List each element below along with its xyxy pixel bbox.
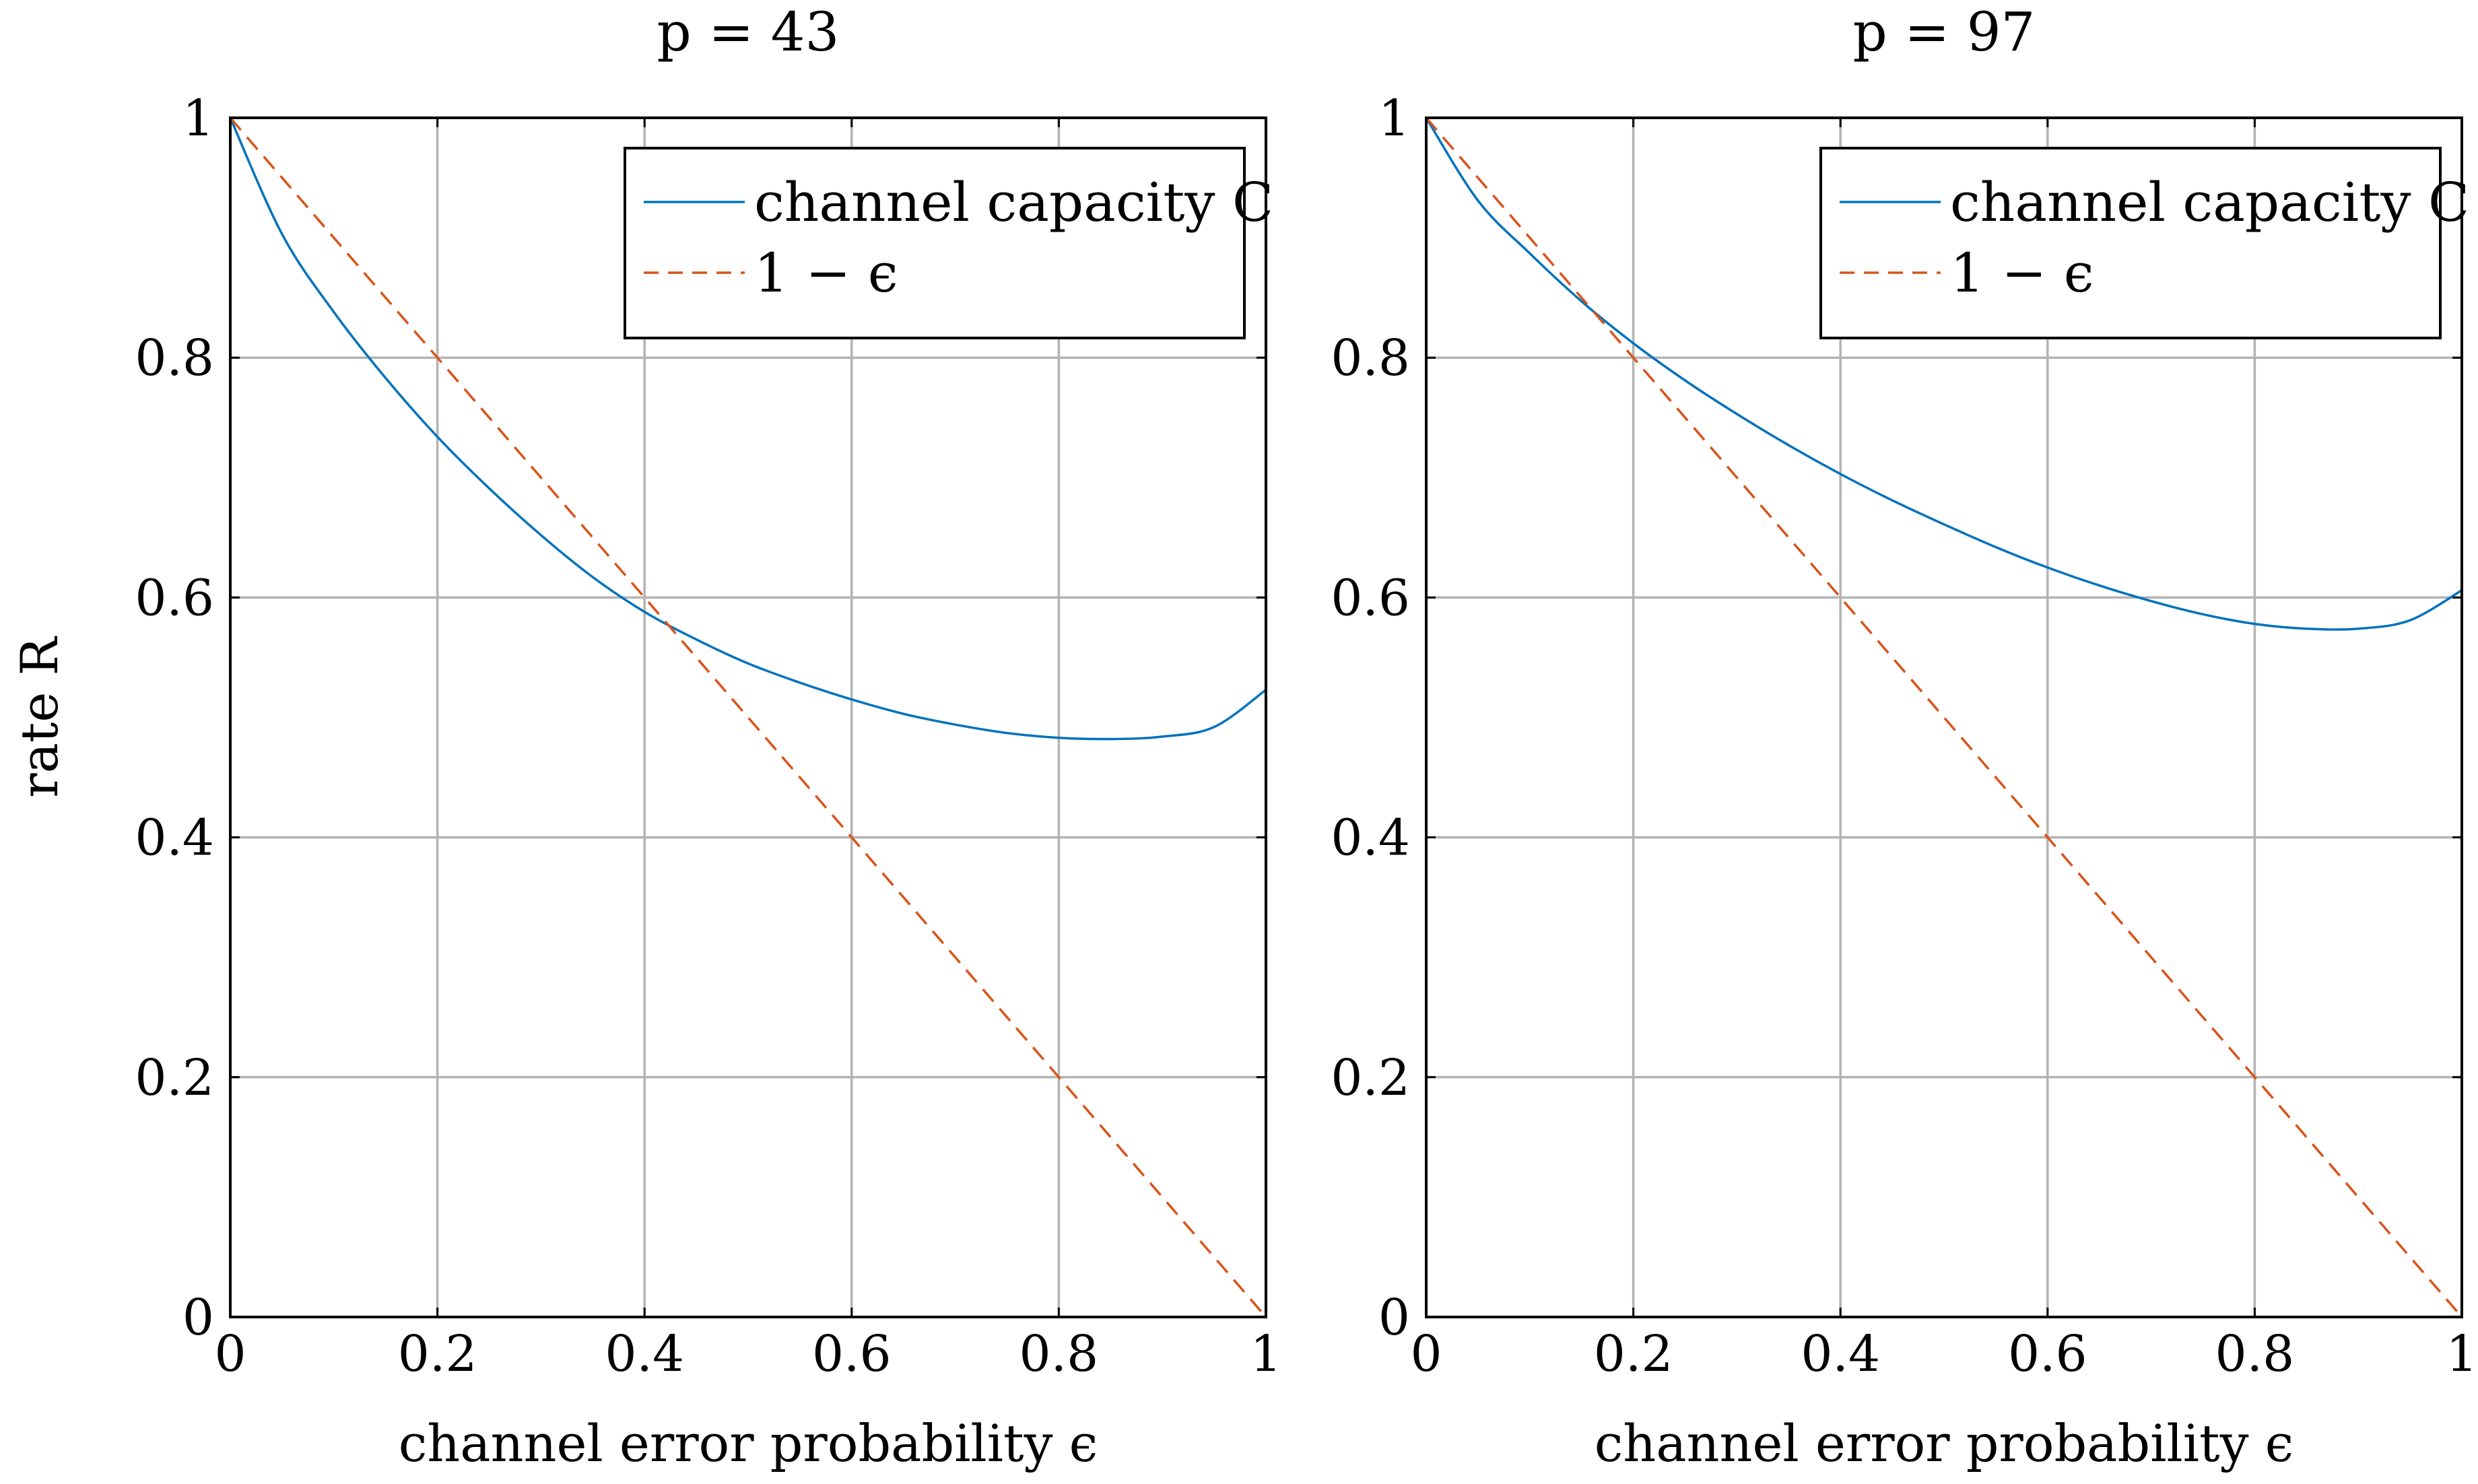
chart-panel-2: 0 0.2 0.4 0.6 0.8 1 0 0.2 0.4 0.6 0.8 1 p = 97 channe… — [1331, 1, 2477, 1473]
legend-label: 1 − ϵ — [1950, 242, 2094, 304]
x-tick-label: 0.6 — [812, 1325, 892, 1383]
plot-frame — [1425, 116, 2463, 1318]
y-tick-label: 0 — [182, 1289, 214, 1347]
x-axis-label: channel error probability ϵ — [1595, 1413, 2294, 1473]
x-axis-label: channel error probability ϵ — [399, 1413, 1098, 1473]
y-tick-label: 0.8 — [135, 329, 214, 387]
y-tick-label: 0.4 — [1331, 809, 1410, 867]
x-tick-label: 0 — [214, 1325, 246, 1383]
series-group — [230, 118, 1266, 1317]
legend-label: channel capacity C — [1950, 171, 2469, 234]
y-tick-label: 0 — [1378, 1289, 1410, 1347]
x-tick-label: 1 — [2446, 1325, 2477, 1383]
x-tick-label: 0.4 — [605, 1325, 684, 1383]
legend-box — [624, 147, 1246, 339]
legend-box — [1819, 147, 2442, 339]
y-axis-label: rate R — [9, 635, 69, 797]
chart-panel-1: 0 0.2 0.4 0.6 0.8 1 0 0.2 0.4 0.6 0.8 1 p = 43 channe… — [9, 1, 1282, 1473]
x-tick-label: 0.2 — [1594, 1325, 1673, 1383]
series-line-one-minus-epsilon — [1426, 118, 2462, 1317]
y-tick-label: 0.2 — [1331, 1049, 1410, 1107]
y-tick-label: 0.8 — [1331, 329, 1410, 387]
series-group — [1426, 118, 2462, 1317]
legend-label: 1 − ϵ — [754, 242, 898, 304]
x-tick-label: 1 — [1250, 1325, 1281, 1383]
x-tick-label: 0.2 — [398, 1325, 477, 1383]
plot-frame — [229, 116, 1267, 1318]
y-tick-label: 0.2 — [135, 1049, 214, 1107]
y-tick-label: 0.6 — [135, 569, 214, 627]
chart-title: p = 43 — [657, 1, 840, 63]
legend: channel capacity C 1 − ϵ — [624, 147, 1273, 339]
y-tick-label: 1 — [1378, 90, 1410, 147]
legend-label: channel capacity C — [754, 171, 1273, 234]
series-line-capacity — [1426, 118, 2462, 631]
x-tick-label: 0.6 — [2008, 1325, 2087, 1383]
x-tick-label: 0 — [1410, 1325, 1442, 1383]
y-tick-label: 0.6 — [1331, 569, 1410, 627]
x-tick-label: 0.8 — [1019, 1325, 1099, 1383]
y-tick-label: 0.4 — [135, 809, 214, 867]
x-tick-label: 0.8 — [2215, 1325, 2295, 1383]
series-line-one-minus-epsilon — [230, 118, 1266, 1317]
chart-title: p = 97 — [1853, 1, 2036, 63]
y-tick-label: 1 — [182, 90, 214, 147]
x-tick-label: 0.4 — [1801, 1325, 1880, 1383]
legend: channel capacity C 1 − ϵ — [1819, 147, 2469, 339]
series-line-capacity — [230, 118, 1266, 741]
